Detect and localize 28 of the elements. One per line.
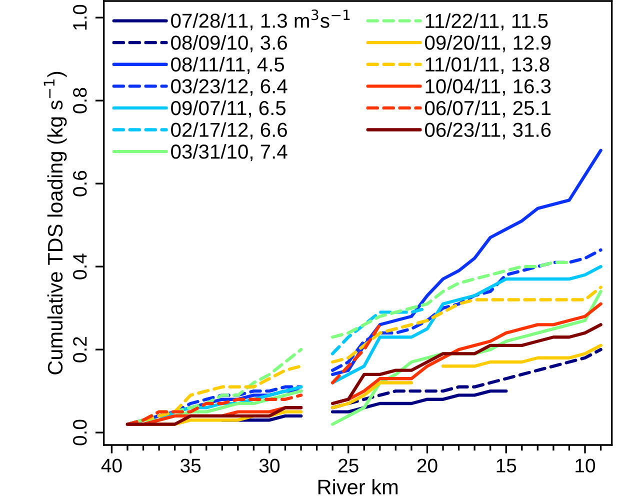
x-tick-label: 40 [101,458,122,472]
y-tick-label: 0.8 [73,88,87,114]
y-tick-label: 0.2 [73,337,87,362]
legend-label: 03/31/10, 7.4 [171,144,288,162]
legend-label: 03/23/12, 6.4 [171,78,288,96]
x-tick-label: 35 [180,458,201,472]
legend-label: 09/07/11, 6.5 [171,100,286,118]
legend-label: 02/17/12, 6.6 [171,122,287,140]
x-tick-label: 25 [338,458,358,472]
y-tick-label: 0.6 [73,170,87,196]
legend-label: 08/09/10, 3.6 [171,35,287,52]
legend-label: 07/28/11, 1.3 m$^{3}$s$^{−1}$ [171,10,350,30]
legend-label: 09/20/11, 12.9 [425,35,551,52]
y-tick-label: 1.0 [73,4,87,30]
y-axis-title: Cumulative TDS loading (kg s$^{−1}$) [44,72,67,374]
x-tick-label: 20 [417,458,438,472]
legend-label: 11/01/11, 13.8 [426,56,550,74]
x-tick-label: 30 [259,458,280,472]
legend-label: 06/07/11, 25.1 [425,100,551,118]
x-tick-label: 10 [576,458,596,472]
legend-label: 08/11/11, 4.5 [171,56,284,74]
legend-label: 11/22/11, 11.5 [426,13,548,30]
legend-label: 10/04/11, 16.3 [426,78,551,96]
x-axis-title: River km [318,479,398,494]
y-tick-label: 0.4 [73,254,87,280]
y-tick-label: 0.0 [73,420,87,446]
legend-label: 06/23/11, 31.6 [425,122,551,140]
x-tick-label: 15 [496,458,516,472]
